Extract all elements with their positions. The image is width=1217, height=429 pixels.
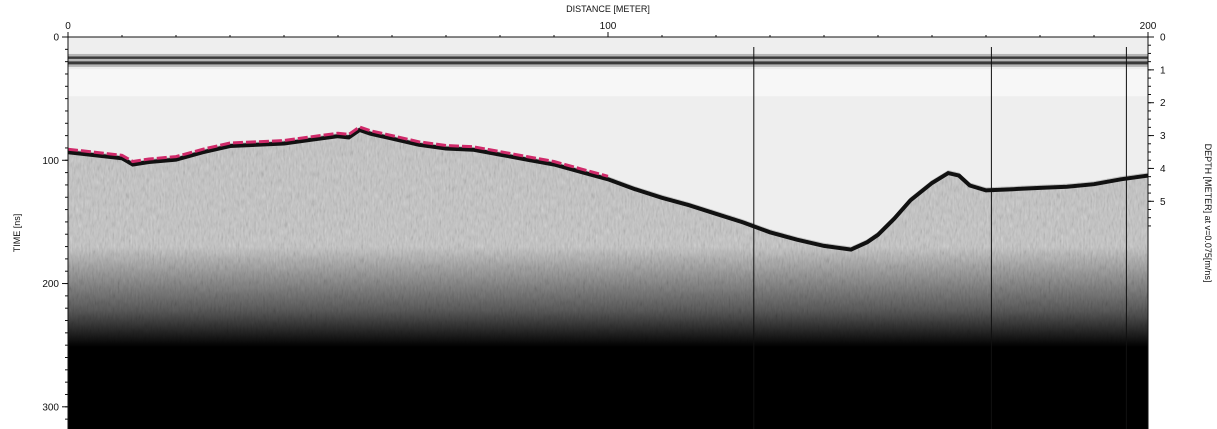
surface-reflection-line [68, 125, 609, 178]
direct-wave-bands [68, 53, 1148, 97]
x-tick-label: 100 [600, 21, 617, 32]
reflector-line-dark [68, 127, 1148, 252]
deep-signal-attenuation [68, 246, 1148, 429]
plot-area [68, 37, 1148, 429]
x-axis-label: DISTANCE [METER] [566, 4, 650, 14]
y-tick-label: 200 [42, 279, 59, 290]
y-tick-label: 300 [42, 402, 59, 413]
y2-tick-label: 3 [1160, 131, 1166, 142]
vertical-markers [753, 47, 1127, 429]
direct-wave-band [68, 56, 1148, 60]
y2-tick-label: 1 [1160, 65, 1166, 76]
x-tick-label: 200 [1140, 21, 1157, 32]
y2-tick-label: 2 [1160, 98, 1166, 109]
x-tick-label: 0 [65, 21, 71, 32]
y2-tick-label: 5 [1160, 197, 1166, 208]
y2-axis-label: DEPTH [METER] at v=0.075[m/ns] [1203, 144, 1213, 283]
y-tick-label: 0 [53, 33, 59, 44]
y-axis-label: TIME [ns] [12, 214, 22, 253]
air-wave-zone [68, 69, 1148, 97]
y2-tick-label: 0 [1160, 33, 1166, 44]
y2-tick-label: 4 [1160, 164, 1166, 175]
y-tick-label: 100 [42, 156, 59, 167]
direct-wave-band [68, 61, 1148, 65]
